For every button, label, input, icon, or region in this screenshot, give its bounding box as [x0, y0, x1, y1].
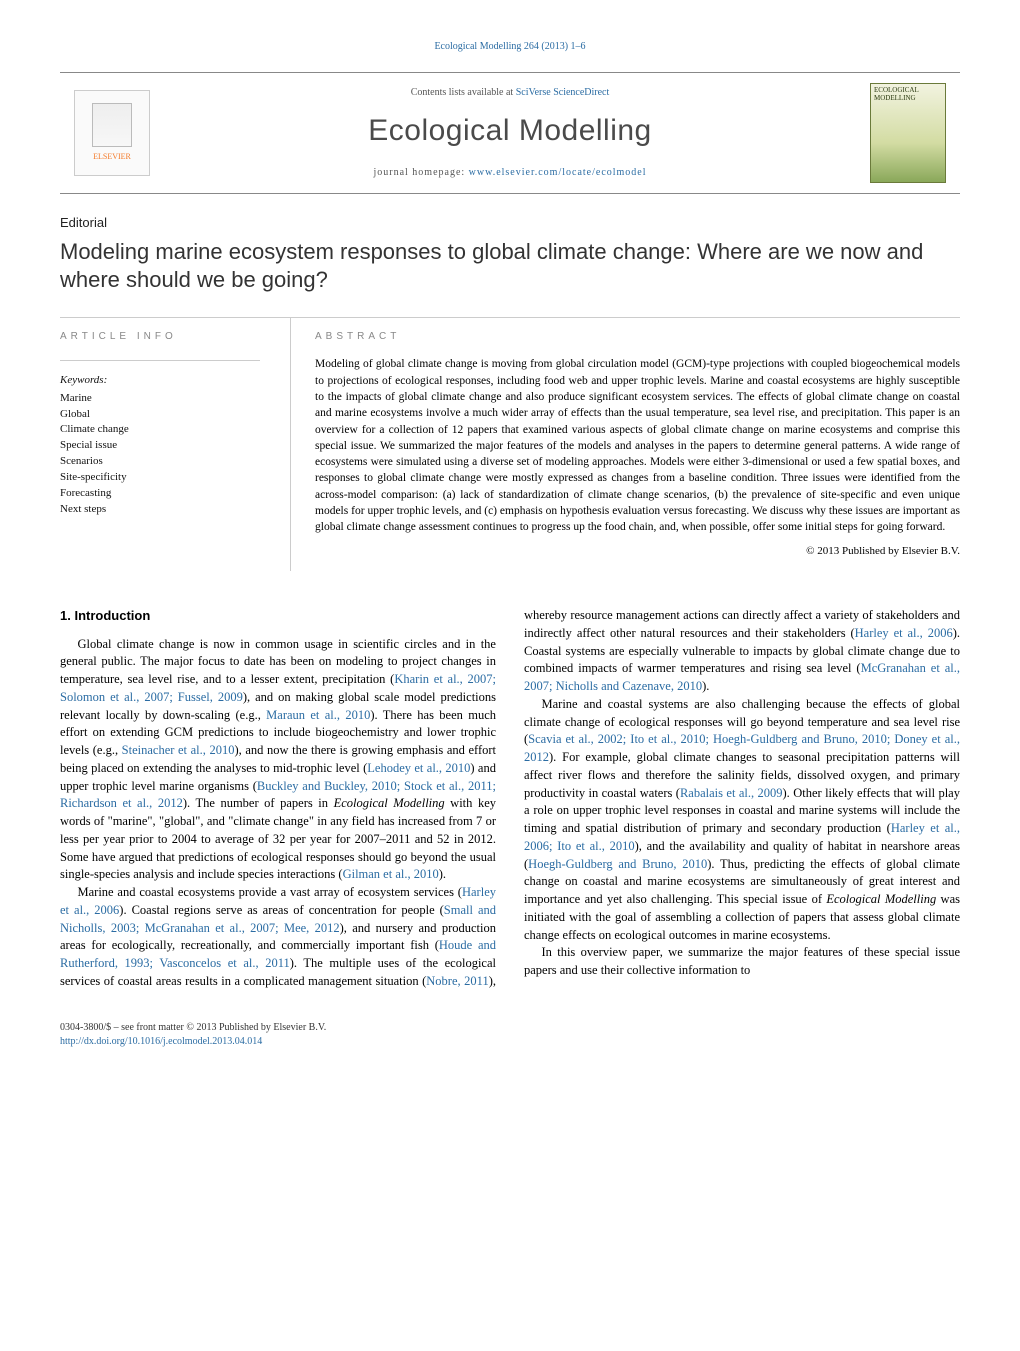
keyword-item: Special issue [60, 438, 260, 454]
keyword-item: Next steps [60, 502, 260, 518]
citation[interactable]: McGranahan et al., 2007; Nicholls and Ca… [524, 661, 960, 693]
journal-name: Ecological Modelling [150, 110, 870, 152]
contents-line: Contents lists available at SciVerse Sci… [150, 86, 870, 100]
homepage-prefix: journal homepage: [373, 167, 468, 178]
issn-line: 0304-3800/$ – see front matter © 2013 Pu… [60, 1021, 960, 1035]
keyword-item: Forecasting [60, 486, 260, 502]
keyword-item: Climate change [60, 422, 260, 438]
citation[interactable]: Harley et al., 2006 [60, 885, 496, 917]
body-paragraph: Marine and coastal systems are also chal… [524, 696, 960, 945]
keywords-label: Keywords: [60, 373, 260, 388]
journal-cover-thumbnail: ECOLOGICAL MODELLING [870, 83, 946, 183]
citation[interactable]: Harley et al., 2006; Ito et al., 2010 [524, 821, 960, 853]
article-type: Editorial [60, 214, 960, 232]
doi-link[interactable]: http://dx.doi.org/10.1016/j.ecolmodel.20… [60, 1036, 262, 1047]
citation[interactable]: Steinacher et al., 2010 [122, 743, 235, 757]
abstract-text: Modeling of global climate change is mov… [315, 356, 960, 536]
masthead-center: Contents lists available at SciVerse Sci… [150, 86, 870, 180]
contents-prefix: Contents lists available at [411, 87, 516, 98]
citation[interactable]: Small and Nicholls, 2003; McGranahan et … [60, 903, 496, 935]
citation[interactable]: Harley et al., 2006 [855, 626, 953, 640]
section-heading-introduction: 1. Introduction [60, 607, 496, 625]
citation[interactable]: Kharin et al., 2007; Solomon et al., 200… [60, 672, 496, 704]
citation[interactable]: Gilman et al., 2010 [343, 867, 439, 881]
journal-masthead: ELSEVIER Contents lists available at Sci… [60, 72, 960, 194]
elsevier-tree-icon [92, 103, 132, 147]
article-info-column: ARTICLE INFO Keywords: MarineGlobalClima… [60, 318, 260, 571]
citation[interactable]: Scavia et al., 2002; Ito et al., 2010; H… [524, 732, 960, 764]
keyword-item: Scenarios [60, 454, 260, 470]
article-info-heading: ARTICLE INFO [60, 330, 260, 344]
publisher-logo-label: ELSEVIER [93, 151, 131, 162]
body-paragraph: In this overview paper, we summarize the… [524, 944, 960, 980]
sciencedirect-link[interactable]: SciVerse ScienceDirect [516, 87, 610, 98]
body-text: 1. Introduction Global climate change is… [60, 607, 960, 990]
cover-label: ECOLOGICAL MODELLING [874, 86, 918, 102]
keywords-list: MarineGlobalClimate changeSpecial issueS… [60, 391, 260, 519]
running-head: Ecological Modelling 264 (2013) 1–6 [60, 40, 960, 54]
italic-text: Ecological Modelling [826, 892, 936, 906]
homepage-line: journal homepage: www.elsevier.com/locat… [150, 166, 870, 180]
citation[interactable]: Houde and Rutherford, 1993; Vasconcelos … [60, 938, 496, 970]
abstract-heading: ABSTRACT [315, 330, 960, 344]
page-footer: 0304-3800/$ – see front matter © 2013 Pu… [60, 1021, 960, 1049]
citation[interactable]: Rabalais et al., 2009 [680, 786, 783, 800]
citation[interactable]: Hoegh-Guldberg and Bruno, 2010 [528, 857, 707, 871]
citation[interactable]: Lehodey et al., 2010 [367, 761, 470, 775]
keyword-item: Marine [60, 391, 260, 407]
citation[interactable]: Maraun et al., 2010 [266, 708, 370, 722]
abstract-copyright: © 2013 Published by Elsevier B.V. [315, 544, 960, 559]
body-paragraph: Global climate change is now in common u… [60, 636, 496, 885]
citation[interactable]: Nobre, 2011 [426, 974, 488, 988]
keyword-item: Global [60, 407, 260, 423]
meta-abstract-block: ARTICLE INFO Keywords: MarineGlobalClima… [60, 317, 960, 571]
italic-text: Ecological Modelling [334, 796, 445, 810]
article-title: Modeling marine ecosystem responses to g… [60, 238, 960, 293]
publisher-logo: ELSEVIER [74, 90, 150, 176]
keyword-item: Site-specificity [60, 470, 260, 486]
abstract-column: ABSTRACT Modeling of global climate chan… [290, 318, 960, 571]
homepage-link[interactable]: www.elsevier.com/locate/ecolmodel [469, 167, 647, 178]
